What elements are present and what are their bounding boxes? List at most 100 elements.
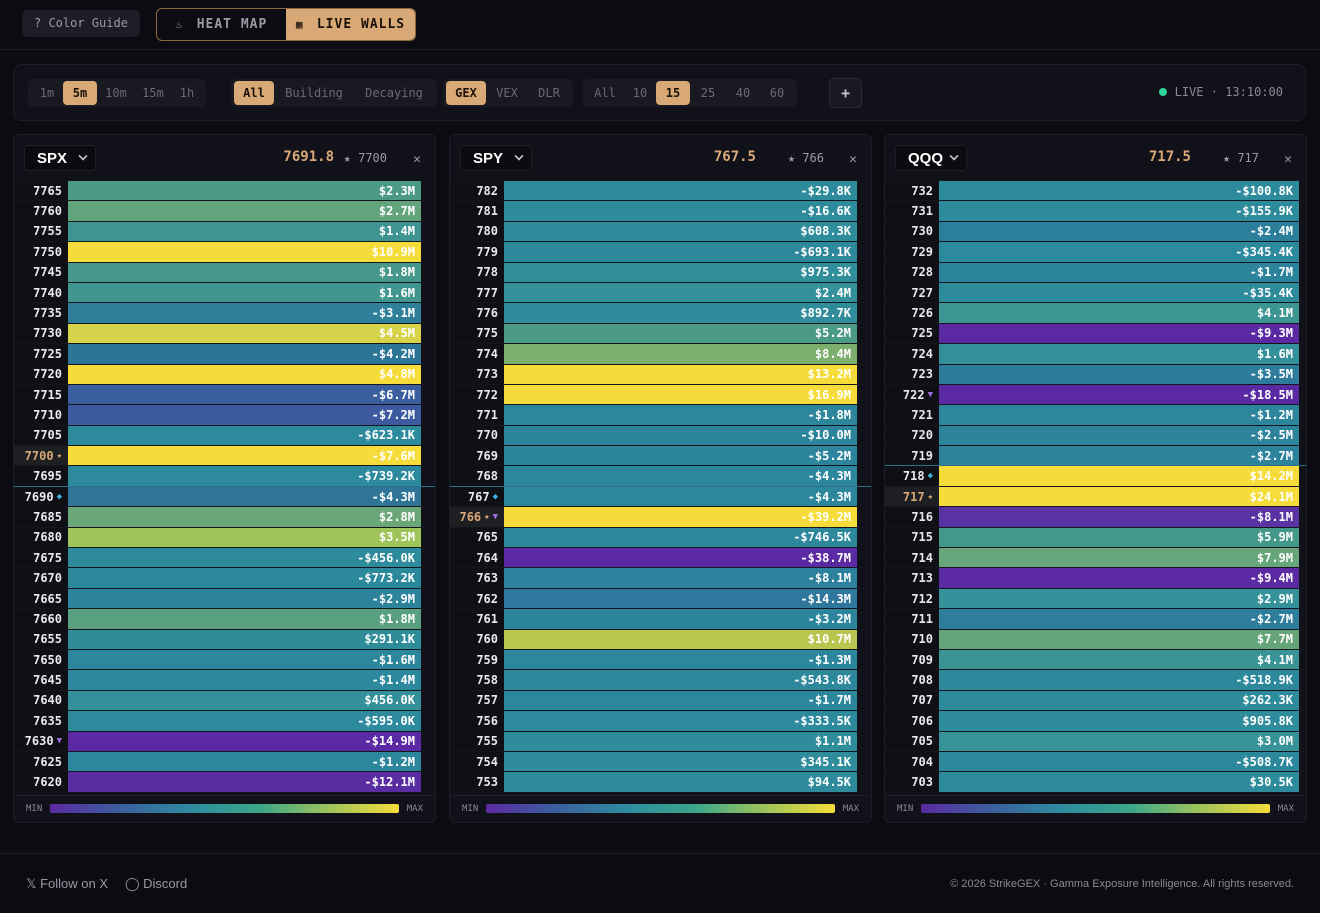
btn-sc-5[interactable]: 60: [769, 86, 785, 100]
btn-sc-2[interactable]: 15: [656, 81, 690, 105]
gex-bar: -$4.2M: [68, 344, 421, 364]
symbol-label: SPY: [473, 149, 504, 167]
symbol-select[interactable]: QQQ: [895, 145, 967, 171]
legend-min: MIN: [897, 803, 914, 814]
btn-sc-0[interactable]: All: [594, 86, 616, 100]
close-icon[interactable]: ✕: [849, 152, 857, 167]
symbol-select[interactable]: SPY: [460, 145, 532, 171]
strike-value: 715: [911, 530, 933, 545]
star-icon: ★: [484, 511, 490, 522]
strike-label: 757: [450, 690, 504, 711]
color-guide-button[interactable]: ? Color Guide: [22, 10, 140, 37]
strike-value: 725: [911, 326, 933, 341]
btn-tf-4[interactable]: 1h: [179, 86, 195, 100]
strike-value: 705: [911, 734, 933, 749]
strike-label: 7730: [14, 323, 68, 344]
strike-row: 725 -$9.3M: [885, 322, 1306, 344]
btn-sc-4[interactable]: 40: [735, 86, 751, 100]
symbol-select[interactable]: SPX: [24, 145, 96, 171]
strike-value: 706: [911, 713, 933, 728]
strike-row: 723 -$3.5M: [885, 363, 1306, 384]
strike-row: 7715 -$6.7M: [14, 383, 435, 405]
close-icon[interactable]: ✕: [413, 152, 421, 167]
strike-row: 709 $4.1M: [885, 648, 1306, 670]
gex-bar: -$10.0M: [504, 425, 857, 446]
gex-bar: -$6.7M: [68, 384, 421, 405]
strike-value: 7745: [33, 265, 62, 280]
strike-label: 767 ◆: [450, 486, 504, 507]
min-wall-icon: ▼: [492, 511, 498, 522]
strike-value: 7705: [33, 428, 62, 443]
gex-bar: -$9.3M: [939, 323, 1299, 344]
btn-sc-1[interactable]: 10: [632, 86, 648, 100]
strike-row: 7660 $1.8M: [14, 608, 435, 629]
btn-fl-0[interactable]: All: [234, 81, 274, 105]
strike-row: 722 ▼ -$18.5M: [885, 383, 1306, 405]
live-walls-label: LIVE WALLS: [316, 17, 406, 32]
strike-row: 720 -$2.5M: [885, 424, 1306, 446]
strike-label: 712: [885, 588, 939, 609]
strike-value: 7625: [33, 754, 62, 769]
footer: 𝕏 Follow on X ◯ Discord © 2026 StrikeGEX…: [0, 853, 1320, 913]
strike-value: 7765: [33, 183, 62, 198]
strike-label: 732: [885, 181, 939, 201]
btn-tf-2[interactable]: 10m: [105, 86, 127, 100]
gex-bar: -$7.6M: [68, 446, 421, 466]
strike-value: 708: [911, 673, 933, 688]
btn-mt-1[interactable]: VEX: [496, 86, 518, 100]
strike-value: 729: [911, 244, 933, 259]
gex-bar: $94.5K: [504, 772, 857, 792]
strike-label: 759: [450, 649, 504, 670]
strike-label: 772: [450, 384, 504, 405]
strike-label: 721: [885, 405, 939, 425]
strike-label: 7745: [14, 262, 68, 282]
follow-x-link[interactable]: 𝕏 Follow on X: [26, 876, 109, 891]
strike-label: 722 ▼: [885, 384, 939, 405]
diamond-icon: ◆: [927, 471, 933, 482]
gex-bar: $8.4M: [504, 344, 857, 364]
strike-row: 756 -$333.5K: [450, 710, 871, 731]
btn-tf-3[interactable]: 15m: [142, 86, 164, 100]
strike-value: 720: [911, 428, 933, 443]
strike-row: 782 -$29.8K: [450, 180, 871, 201]
strike-row: 762 -$14.3M: [450, 587, 871, 609]
strike-label: 7635: [14, 711, 68, 731]
strike-row: 7630 ▼ -$14.9M: [14, 730, 435, 751]
btn-fl-2[interactable]: Decaying: [365, 86, 423, 100]
strike-label: 7640: [14, 690, 68, 711]
strike-label: 726: [885, 303, 939, 323]
strike-row: 7635 -$595.0K: [14, 710, 435, 731]
btn-tf-0[interactable]: 1m: [39, 86, 55, 100]
gex-bar: -$2.7M: [939, 446, 1299, 466]
live-walls-tab[interactable]: ▦ LIVE WALLS: [286, 9, 415, 40]
gex-bar: $14.2M: [939, 466, 1299, 486]
strike-label: 7725: [14, 344, 68, 364]
btn-tf-1[interactable]: 5m: [63, 81, 97, 105]
gex-bar: $892.7K: [504, 303, 857, 323]
strike-value: 760: [476, 632, 498, 647]
close-icon[interactable]: ✕: [1284, 152, 1292, 167]
add-panel-button[interactable]: +: [829, 78, 862, 108]
gex-bar: $2.3M: [68, 181, 421, 201]
gex-bar: $1.8M: [68, 609, 421, 629]
strike-value: 757: [476, 693, 498, 708]
strike-value: 7640: [33, 693, 62, 708]
strike-label: 7670: [14, 568, 68, 588]
gex-bar: $4.1M: [939, 649, 1299, 670]
strike-row: 731 -$155.9K: [885, 200, 1306, 221]
strike-row: 766 ★ ▼ -$39.2M: [450, 506, 871, 527]
strike-row: 704 -$508.7K: [885, 750, 1306, 772]
strike-row: 776 $892.7K: [450, 302, 871, 323]
gex-bar: -$693.1K: [504, 242, 857, 262]
discord-link[interactable]: ◯ Discord: [125, 876, 188, 891]
strike-row: 7745 $1.8M: [14, 261, 435, 282]
btn-sc-3[interactable]: 25: [700, 86, 716, 100]
btn-mt-0[interactable]: GEX: [446, 81, 486, 105]
gex-bar: $4.5M: [68, 323, 421, 344]
btn-mt-2[interactable]: DLR: [538, 86, 560, 100]
gex-bar: -$623.1K: [68, 425, 421, 446]
gex-bar: $5.9M: [939, 527, 1299, 548]
btn-fl-1[interactable]: Building: [285, 86, 343, 100]
strike-value: 7735: [33, 306, 62, 321]
heat-map-tab[interactable]: ♨ HEAT MAP: [157, 9, 286, 40]
